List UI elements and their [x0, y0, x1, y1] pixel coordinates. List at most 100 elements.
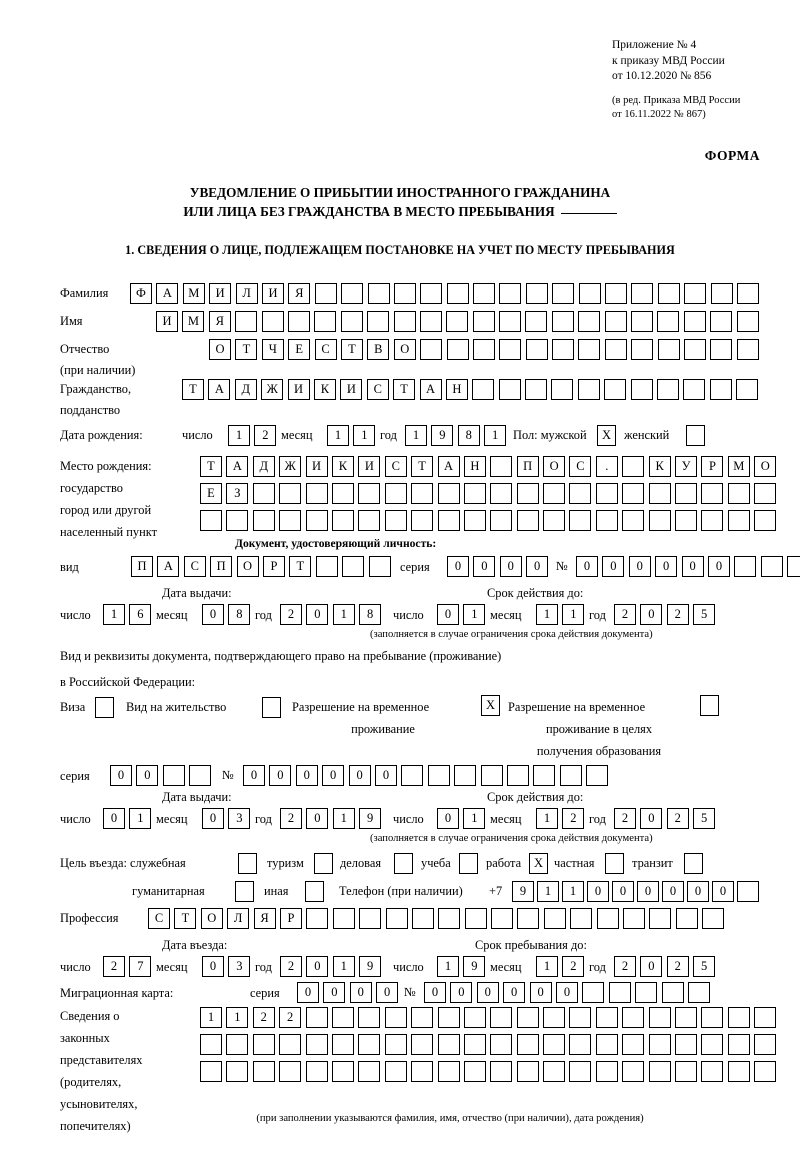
char-cell[interactable]: 0	[640, 604, 663, 625]
char-cell[interactable]: 0	[110, 765, 132, 786]
char-cell[interactable]	[605, 283, 628, 304]
char-cell[interactable]	[437, 1061, 460, 1082]
char-cell[interactable]: 2	[666, 808, 689, 829]
char-cell[interactable]: 0	[503, 982, 526, 1003]
char-cell[interactable]	[411, 1034, 434, 1055]
char-cell[interactable]	[657, 339, 680, 360]
char-cell[interactable]	[463, 483, 486, 504]
char-cell[interactable]: И	[340, 379, 363, 400]
char-cell[interactable]	[604, 339, 627, 360]
char-cell[interactable]	[551, 311, 574, 332]
char-cell[interactable]	[734, 556, 757, 577]
char-cell[interactable]	[543, 1061, 566, 1082]
char-cell[interactable]	[261, 311, 284, 332]
char-cell[interactable]	[569, 1061, 592, 1082]
char-cell[interactable]: 0	[202, 808, 224, 829]
char-cell[interactable]	[490, 1034, 513, 1055]
legal-rep-line-2-cells[interactable]	[200, 1034, 777, 1055]
char-cell[interactable]: 0	[297, 982, 319, 1003]
char-cell[interactable]: С	[148, 908, 170, 929]
char-cell[interactable]	[736, 339, 759, 360]
char-cell[interactable]: И	[287, 379, 310, 400]
char-cell[interactable]: А	[437, 456, 460, 477]
char-cell[interactable]	[279, 1061, 302, 1082]
char-cell[interactable]	[736, 283, 759, 304]
char-cell[interactable]: Е	[288, 339, 311, 360]
char-cell[interactable]	[648, 483, 671, 504]
char-cell[interactable]	[595, 1007, 618, 1028]
char-cell[interactable]	[675, 908, 698, 929]
char-cell[interactable]	[367, 283, 390, 304]
char-cell[interactable]: Т	[174, 908, 197, 929]
char-cell[interactable]	[490, 456, 513, 477]
char-cell[interactable]	[649, 908, 672, 929]
char-cell[interactable]: Т	[200, 456, 222, 477]
checkbox-male[interactable]: X	[597, 425, 616, 446]
char-cell[interactable]	[279, 510, 302, 531]
char-cell[interactable]	[226, 1061, 249, 1082]
char-cell[interactable]	[226, 510, 249, 531]
char-cell[interactable]: 0	[473, 556, 496, 577]
char-cell[interactable]: 2	[562, 808, 585, 829]
char-cell[interactable]	[661, 982, 684, 1003]
char-cell[interactable]	[701, 483, 724, 504]
char-cell[interactable]	[359, 908, 382, 929]
char-cell[interactable]	[701, 1034, 724, 1055]
char-cell[interactable]: 0	[526, 556, 549, 577]
char-cell[interactable]: К	[313, 379, 336, 400]
char-cell[interactable]	[367, 311, 390, 332]
char-cell[interactable]	[543, 1034, 566, 1055]
checkbox-purpose-work[interactable]: X	[529, 853, 548, 874]
char-cell[interactable]: Е	[200, 483, 222, 504]
char-cell[interactable]	[446, 339, 469, 360]
char-cell[interactable]	[332, 908, 355, 929]
char-cell[interactable]	[635, 982, 658, 1003]
char-cell[interactable]	[331, 510, 354, 531]
char-cell[interactable]	[760, 556, 783, 577]
char-cell[interactable]	[737, 881, 759, 902]
char-cell[interactable]: 2	[614, 604, 636, 625]
char-cell[interactable]	[358, 1007, 381, 1028]
char-cell[interactable]	[252, 1034, 275, 1055]
char-cell[interactable]	[287, 311, 310, 332]
char-cell[interactable]: 3	[228, 808, 251, 829]
char-cell[interactable]	[279, 483, 302, 504]
char-cell[interactable]: О	[200, 908, 223, 929]
char-cell[interactable]: Р	[279, 908, 302, 929]
char-cell[interactable]: 0	[349, 982, 372, 1003]
char-cell[interactable]: Л	[227, 908, 250, 929]
checkbox-purpose-transit[interactable]	[684, 853, 703, 874]
char-cell[interactable]	[543, 510, 566, 531]
char-cell[interactable]	[499, 339, 522, 360]
char-cell[interactable]	[675, 1007, 698, 1028]
char-cell[interactable]	[552, 283, 575, 304]
char-cell[interactable]	[358, 1061, 381, 1082]
char-cell[interactable]	[358, 1034, 381, 1055]
char-cell[interactable]	[631, 339, 654, 360]
char-cell[interactable]: 1	[226, 1007, 249, 1028]
char-cell[interactable]: 0	[269, 765, 292, 786]
char-cell[interactable]	[631, 283, 654, 304]
char-cell[interactable]	[331, 483, 354, 504]
checkbox-purpose-study[interactable]	[459, 853, 478, 874]
char-cell[interactable]	[727, 1061, 750, 1082]
char-cell[interactable]: 1	[463, 808, 486, 829]
char-cell[interactable]	[420, 339, 443, 360]
char-cell[interactable]	[543, 1007, 566, 1028]
char-cell[interactable]: А	[156, 283, 179, 304]
char-cell[interactable]: 6	[129, 604, 152, 625]
char-cell[interactable]	[608, 982, 631, 1003]
char-cell[interactable]	[454, 765, 477, 786]
char-cell[interactable]	[252, 1061, 275, 1082]
char-cell[interactable]	[498, 379, 521, 400]
